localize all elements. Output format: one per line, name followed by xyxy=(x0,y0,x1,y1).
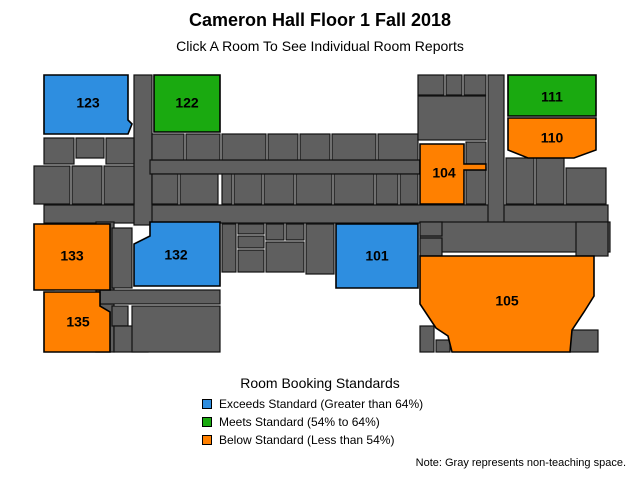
non-teaching-note: Note: Gray represents non-teaching space… xyxy=(415,457,626,469)
non-teaching-room xyxy=(299,133,331,161)
non-teaching-room xyxy=(305,223,335,275)
room-122[interactable]: 122 xyxy=(153,74,221,133)
legend-swatch-below xyxy=(202,435,212,445)
non-teaching-room xyxy=(131,305,221,353)
non-teaching-room xyxy=(33,165,71,205)
room-101[interactable]: 101 xyxy=(335,223,419,289)
non-teaching-room xyxy=(221,223,237,273)
non-teaching-room xyxy=(575,221,609,257)
non-teaching-room xyxy=(377,133,419,161)
non-teaching-room xyxy=(569,329,599,353)
non-teaching-room xyxy=(295,173,333,205)
room-105[interactable]: 105 xyxy=(419,255,595,353)
non-teaching-room xyxy=(265,223,285,241)
non-teaching-room xyxy=(237,235,265,249)
non-teaching-room xyxy=(331,133,377,161)
non-teaching-room xyxy=(43,137,75,165)
non-teaching-room xyxy=(417,95,487,141)
room-133[interactable]: 133 xyxy=(33,223,111,291)
non-teaching-room xyxy=(237,249,265,273)
legend: Exceeds Standard (Greater than 64%) Meet… xyxy=(202,395,423,449)
non-teaching-room xyxy=(179,173,219,205)
non-teaching-room xyxy=(151,133,185,161)
room-135[interactable]: 135 xyxy=(43,291,111,353)
non-teaching-room xyxy=(267,133,299,161)
room-132-shape[interactable] xyxy=(133,221,221,287)
room-104-shape[interactable] xyxy=(419,143,487,205)
room-132[interactable]: 132 xyxy=(133,221,221,287)
non-teaching-room xyxy=(333,173,375,205)
map-title: Cameron Hall Floor 1 Fall 2018 xyxy=(188,10,452,30)
non-teaching-room xyxy=(419,325,435,353)
floor-plan-map: 123 122 111 110 104 133 132 101 xyxy=(33,74,611,353)
non-teaching-room xyxy=(445,74,463,96)
non-teaching-room xyxy=(399,173,419,205)
corridor xyxy=(133,74,153,226)
corridor xyxy=(487,74,505,226)
corridor xyxy=(149,159,421,175)
non-teaching-room xyxy=(435,339,451,353)
non-teaching-room xyxy=(237,223,265,235)
non-teaching-space xyxy=(33,74,611,353)
room-111[interactable]: 111 xyxy=(507,74,597,117)
corridor xyxy=(43,204,609,224)
map-subtitle: Click A Room To See Individual Room Repo… xyxy=(176,38,464,54)
legend-item-below: Below Standard (Less than 54%) xyxy=(202,431,423,449)
non-teaching-room xyxy=(285,223,305,241)
non-teaching-room xyxy=(185,133,221,161)
non-teaching-room xyxy=(463,74,487,96)
non-teaching-room xyxy=(75,137,105,159)
non-teaching-room xyxy=(565,167,607,205)
room-101-shape[interactable] xyxy=(335,223,419,289)
non-teaching-room xyxy=(111,227,133,289)
legend-label-meets: Meets Standard (54% to 64%) xyxy=(219,415,380,429)
legend-item-meets: Meets Standard (54% to 64%) xyxy=(202,413,423,431)
non-teaching-room xyxy=(505,157,535,205)
room-135-shape[interactable] xyxy=(43,291,111,353)
room-111-shape[interactable] xyxy=(507,74,597,117)
room-110[interactable]: 110 xyxy=(507,117,597,159)
corridor xyxy=(99,289,221,305)
room-123-shape[interactable] xyxy=(43,74,133,135)
non-teaching-room xyxy=(71,165,103,205)
non-teaching-room xyxy=(265,241,305,273)
legend-item-exceeds: Exceeds Standard (Greater than 64%) xyxy=(202,395,423,413)
non-teaching-room xyxy=(419,237,443,257)
non-teaching-room xyxy=(221,133,267,161)
room-122-shape[interactable] xyxy=(153,74,221,133)
non-teaching-room xyxy=(151,173,179,205)
room-105-shape[interactable] xyxy=(419,255,595,353)
non-teaching-room xyxy=(417,74,445,96)
legend-label-below: Below Standard (Less than 54%) xyxy=(219,433,395,447)
non-teaching-room xyxy=(221,173,233,205)
non-teaching-room xyxy=(111,305,129,327)
non-teaching-room xyxy=(263,173,295,205)
legend-title: Room Booking Standards xyxy=(240,375,400,391)
non-teaching-room xyxy=(465,141,487,165)
legend-swatch-exceeds xyxy=(202,399,212,409)
legend-label-exceeds: Exceeds Standard (Greater than 64%) xyxy=(219,397,424,411)
non-teaching-room xyxy=(103,165,135,205)
room-110-shape[interactable] xyxy=(507,117,597,159)
legend-swatch-meets xyxy=(202,417,212,427)
non-teaching-room xyxy=(375,173,399,205)
room-123[interactable]: 123 xyxy=(43,74,133,135)
non-teaching-room xyxy=(465,167,487,205)
non-teaching-room xyxy=(105,137,135,165)
non-teaching-room xyxy=(233,173,263,205)
non-teaching-room xyxy=(419,221,443,237)
room-133-shape[interactable] xyxy=(33,223,111,291)
non-teaching-room xyxy=(535,157,565,205)
